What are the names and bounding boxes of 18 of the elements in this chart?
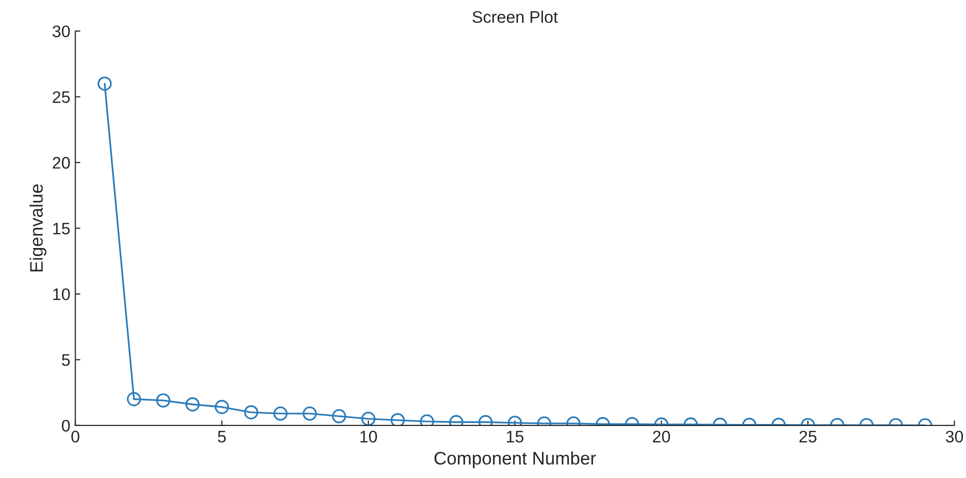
x-axis-title: Component Number [434,451,596,468]
y-tick-label: 20 [52,156,70,169]
x-tick-label: 5 [218,430,226,443]
y-tick-label: 30 [52,25,70,38]
y-tick-label: 25 [52,91,70,103]
x-tick-label: 20 [652,430,670,443]
x-tick-label: 10 [360,430,377,443]
x-tick-label: 25 [799,430,816,443]
x-tick-label: 15 [506,430,524,443]
y-tick-label: 10 [53,288,70,300]
point [98,76,112,91]
y-tick-label: 5 [62,354,70,366]
y-axis-title: Eigenvalue [30,184,46,272]
y-tick-label: 15 [53,222,70,234]
chart-title: Screen Plot [472,10,558,23]
x-tick-label: 30 [946,430,964,443]
y-tick-label: 0 [62,420,70,432]
x-tick-label: 0 [71,430,80,443]
